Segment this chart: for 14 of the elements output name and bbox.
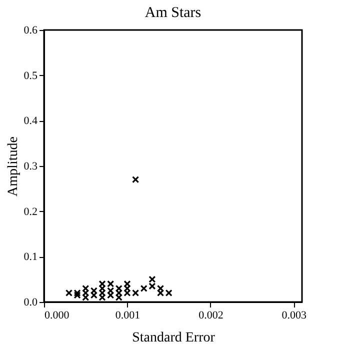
y-tick-label: 0.0 <box>24 296 38 308</box>
y-tick-label: 0.4 <box>24 115 38 128</box>
x-tick-label: 0.001 <box>115 310 140 322</box>
x-tick-label: 0.000 <box>44 310 70 322</box>
y-tick-label: 0.2 <box>24 206 38 218</box>
y-tick-label: 0.3 <box>24 160 38 172</box>
x-tick-label: 0.003 <box>282 310 308 322</box>
y-tick-label: 0.6 <box>24 24 38 36</box>
x-tick-label: 0.002 <box>198 310 224 322</box>
y-tick-label: 0.5 <box>24 70 38 82</box>
y-axis-title: Amplitude <box>6 136 21 196</box>
x-axis-title: Standard Error <box>132 330 216 346</box>
y-tick-label: 0.1 <box>24 251 38 264</box>
chart-title: Am Stars <box>144 5 202 21</box>
